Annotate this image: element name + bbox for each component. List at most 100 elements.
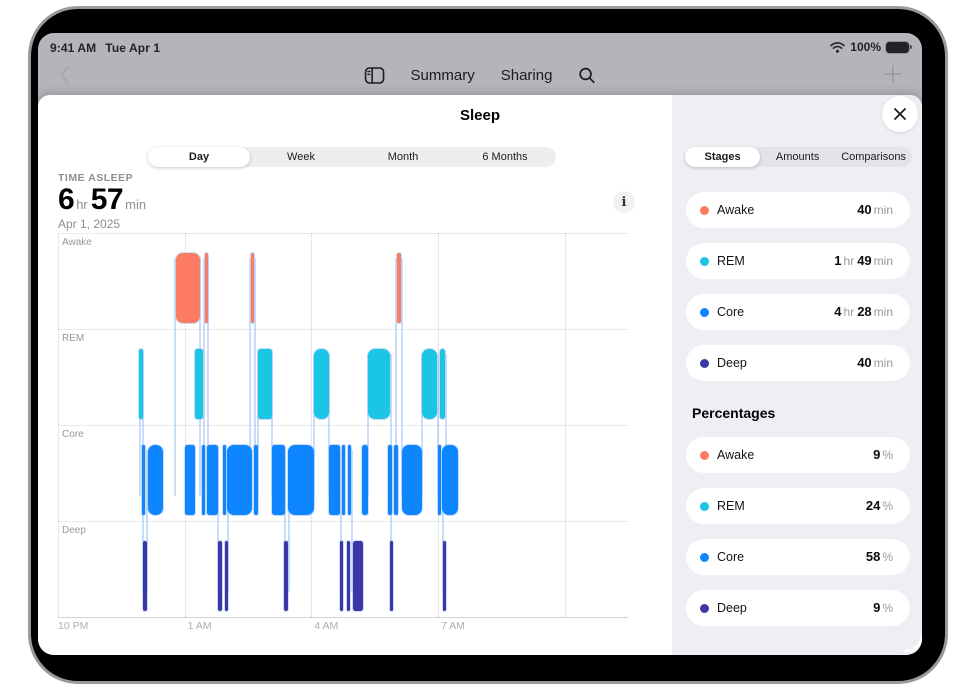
core-segment-bar bbox=[362, 445, 369, 515]
stage-label: Awake bbox=[717, 448, 755, 462]
core-segment-bar bbox=[147, 445, 164, 515]
battery-icon bbox=[886, 41, 912, 53]
deep-segment-bar bbox=[353, 541, 364, 611]
deep-segment-bar bbox=[390, 541, 394, 611]
x-axis-tick-label: 7 AM bbox=[441, 620, 465, 632]
stage-transition-connector bbox=[442, 450, 445, 592]
stage-transition-connector bbox=[395, 258, 398, 496]
x-axis-tick-label: 1 AM bbox=[187, 620, 212, 632]
deep-segment-bar bbox=[218, 541, 223, 611]
time-gridline bbox=[564, 233, 566, 617]
x-axis-tick-label: 10 PM bbox=[58, 620, 89, 632]
duration-row-deep: Deep 40 min bbox=[686, 345, 910, 381]
hours-value: 6 bbox=[58, 183, 75, 216]
stage-transition-connector bbox=[226, 450, 229, 592]
time-gridline bbox=[438, 233, 439, 617]
ipad-screen: 9:41 AM Tue Apr 1 100% bbox=[38, 33, 922, 655]
info-icon: i bbox=[621, 194, 627, 210]
rem-segment-bar bbox=[368, 349, 391, 419]
core-segment-bar bbox=[388, 445, 392, 515]
stage-label: Deep bbox=[717, 601, 747, 615]
core-segment-bar bbox=[201, 445, 205, 515]
awake-segment-bar bbox=[397, 253, 402, 323]
search-button[interactable] bbox=[578, 67, 595, 84]
percentage-row-deep: Deep 9% bbox=[686, 590, 910, 626]
stage-transition-connector bbox=[203, 258, 206, 496]
awake-segment-bar bbox=[204, 253, 208, 323]
range-option-6-months[interactable]: 6 Months bbox=[482, 151, 528, 163]
core-segment-bar bbox=[253, 445, 259, 515]
panel-tabs: Stages Amounts Comparisons bbox=[685, 147, 912, 167]
rem-segment-bar bbox=[314, 349, 330, 419]
sidebar-toggle-button[interactable] bbox=[364, 66, 385, 84]
chart-panel: Day Week Month 6 Months TIME ASLEEP 6 hr 57 mi… bbox=[38, 95, 672, 655]
range-option-week[interactable]: Week bbox=[287, 151, 315, 163]
rem-segment-bar bbox=[440, 349, 446, 419]
row-gridline bbox=[58, 329, 628, 330]
stage-value: 40 min bbox=[857, 202, 893, 217]
core-segment-bar bbox=[438, 445, 441, 515]
row-label-core: Core bbox=[62, 429, 84, 440]
x-axis-tick-label: 4 AM bbox=[314, 620, 339, 632]
nav-summary-link[interactable]: Summary bbox=[410, 66, 475, 84]
time-asleep-value: 6 hr 57 min bbox=[58, 183, 149, 217]
stage-value: 1 hr 49 min bbox=[834, 253, 893, 268]
stage-value: 24% bbox=[865, 498, 893, 513]
stage-value: 4 hr 28 min bbox=[834, 304, 893, 319]
core-segment-bar bbox=[402, 445, 423, 515]
rem-segment-bar bbox=[195, 349, 204, 419]
metric-label: TIME ASLEEP bbox=[58, 172, 134, 184]
wifi-icon bbox=[830, 41, 846, 53]
stage-transition-connector bbox=[287, 450, 290, 592]
duration-row-awake: Awake 40 min bbox=[686, 192, 910, 228]
time-gridline bbox=[311, 233, 313, 617]
stage-transition-connector bbox=[173, 258, 176, 496]
stage-transition-connector bbox=[283, 450, 286, 592]
core-segment-bar bbox=[348, 445, 352, 515]
back-button[interactable] bbox=[50, 61, 78, 89]
info-button[interactable]: i bbox=[613, 191, 635, 213]
percentage-row-core: Core 58% bbox=[686, 539, 910, 575]
panel-tab-amounts[interactable]: Amounts bbox=[775, 151, 820, 163]
core-stage-dot bbox=[700, 552, 709, 562]
range-option-month[interactable]: Month bbox=[387, 151, 419, 163]
row-label-deep: Deep bbox=[62, 525, 86, 536]
stage-transition-connector bbox=[351, 450, 354, 592]
sleep-stages-chart[interactable]: 10 PM 1 AM 4 AM 7 AM Awake REM Core Deep bbox=[58, 233, 628, 635]
stage-transition-connector bbox=[207, 258, 210, 496]
stage-label: Deep bbox=[717, 356, 747, 370]
rem-stage-dot bbox=[700, 501, 709, 511]
status-time-date: 9:41 AM Tue Apr 1 bbox=[50, 41, 160, 55]
add-button[interactable] bbox=[878, 59, 908, 89]
core-stage-dot bbox=[700, 307, 709, 317]
minutes-value: 57 bbox=[90, 183, 124, 216]
stage-transition-connector bbox=[138, 354, 141, 496]
core-segment-bar bbox=[394, 445, 399, 515]
panel-tab-stages[interactable]: Stages bbox=[685, 147, 761, 167]
row-gridline bbox=[58, 425, 628, 426]
stages-panel: Stages Amounts Comparisons Awake 40 min REM 1 h… bbox=[672, 95, 922, 655]
screen-corner-curl bbox=[903, 631, 922, 653]
stage-value: 40 min bbox=[857, 355, 893, 370]
panel-tab-comparisons[interactable]: Comparisons bbox=[841, 151, 906, 163]
row-gridline bbox=[58, 521, 628, 522]
stage-transition-connector bbox=[366, 354, 369, 496]
nav-sharing-link[interactable]: Sharing bbox=[500, 66, 553, 84]
status-date: Tue Apr 1 bbox=[105, 41, 161, 55]
core-segment-bar bbox=[142, 445, 146, 515]
stage-transition-connector bbox=[328, 354, 331, 496]
row-label-awake: Awake bbox=[62, 237, 92, 248]
plus-icon bbox=[884, 65, 902, 83]
deep-stage-dot bbox=[700, 603, 709, 613]
chevron-left-icon bbox=[59, 65, 70, 85]
stage-transition-connector bbox=[339, 450, 342, 592]
percentage-row-rem: REM 24% bbox=[686, 488, 910, 524]
stage-label: REM bbox=[717, 254, 745, 268]
close-button[interactable] bbox=[882, 96, 918, 132]
sleep-detail-sheet: Sleep Day Week Month 6 Months TIME ASLEEP 6… bbox=[38, 95, 922, 655]
duration-row-core: Core 4 hr 28 min bbox=[686, 294, 910, 330]
range-option-day[interactable]: Day bbox=[148, 147, 250, 167]
stage-transition-connector bbox=[401, 258, 404, 496]
stage-label: Core bbox=[717, 550, 745, 564]
sidebar-icon bbox=[364, 66, 385, 84]
